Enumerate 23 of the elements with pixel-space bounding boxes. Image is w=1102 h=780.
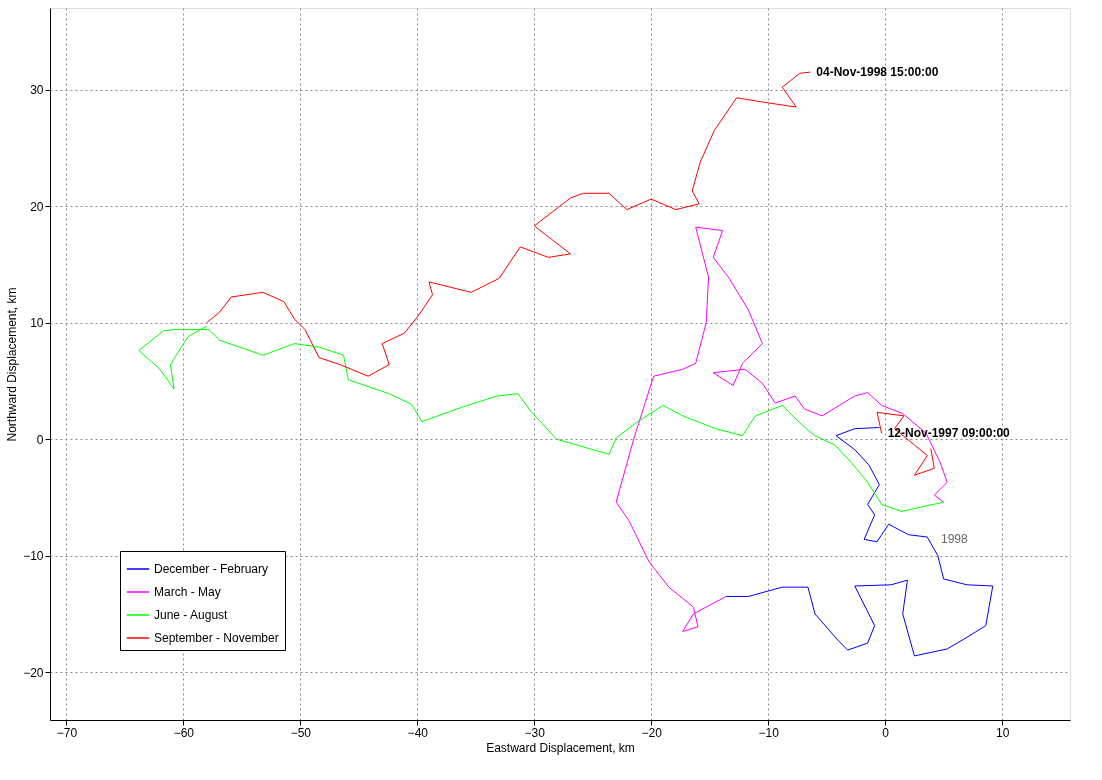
- annotation: 04-Nov-1998 15:00:00: [816, 65, 939, 80]
- annotation: 1998: [941, 532, 969, 546]
- x-tick-label: −40: [407, 725, 429, 740]
- legend-label: September - November: [154, 631, 279, 645]
- x-tick-label: −30: [524, 725, 546, 740]
- y-tick-label: −10: [23, 549, 44, 564]
- x-tick-label: −50: [290, 725, 312, 740]
- y-tick-label: 20: [30, 199, 44, 214]
- y-axis-title: Northward Displacement, km: [5, 287, 20, 442]
- x-tick-label: 10: [995, 725, 1010, 740]
- y-tick-label: 30: [30, 83, 44, 98]
- x-tick-label: 0: [882, 725, 890, 740]
- legend-label: June - August: [154, 608, 229, 622]
- y-tick-label: 0: [36, 432, 44, 447]
- x-tick-label: −70: [56, 725, 78, 740]
- x-axis-title: Eastward Displacement, km: [486, 740, 635, 755]
- legend-label: March - May: [154, 585, 221, 599]
- y-tick-label: 10: [30, 316, 44, 331]
- legend-label: December - February: [154, 562, 269, 576]
- x-tick-label: −20: [641, 725, 663, 740]
- y-tick-label: −20: [23, 665, 44, 680]
- x-tick-label: −60: [173, 725, 195, 740]
- x-tick-label: −10: [758, 725, 780, 740]
